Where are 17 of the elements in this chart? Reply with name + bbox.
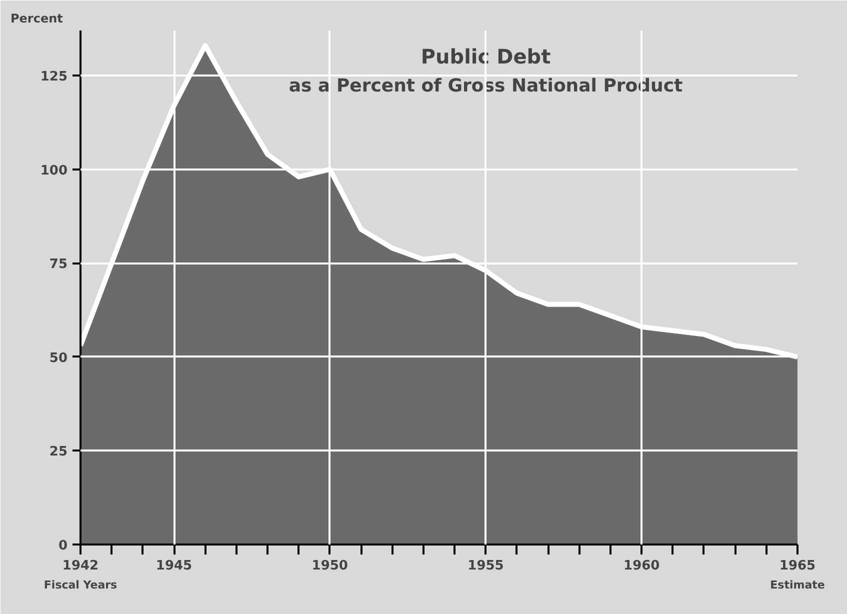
y-tick-label: 50: [49, 350, 68, 366]
y-axis-title: Percent: [10, 12, 64, 26]
y-tick-label: 125: [40, 70, 68, 85]
text: Fiscal Years: [44, 578, 118, 592]
x-tick-label: 1950: [312, 558, 348, 574]
text: Estimate: [770, 578, 825, 592]
y-tick-label: 75: [49, 257, 68, 272]
x-tick-label: 1942: [62, 558, 99, 574]
text: as a Percent of Gross National Product: [288, 76, 684, 96]
y-tick-label: 25: [49, 444, 68, 460]
x-tick-label: 1965: [779, 558, 816, 574]
x-tick-label: 1960: [624, 558, 660, 574]
text: Public Debt: [420, 44, 552, 68]
x-tick-label: 1945: [156, 558, 192, 574]
x-tick-label: 1955: [468, 558, 504, 574]
y-tick-label: 0: [58, 538, 68, 554]
y-tick-label: 100: [40, 163, 68, 178]
